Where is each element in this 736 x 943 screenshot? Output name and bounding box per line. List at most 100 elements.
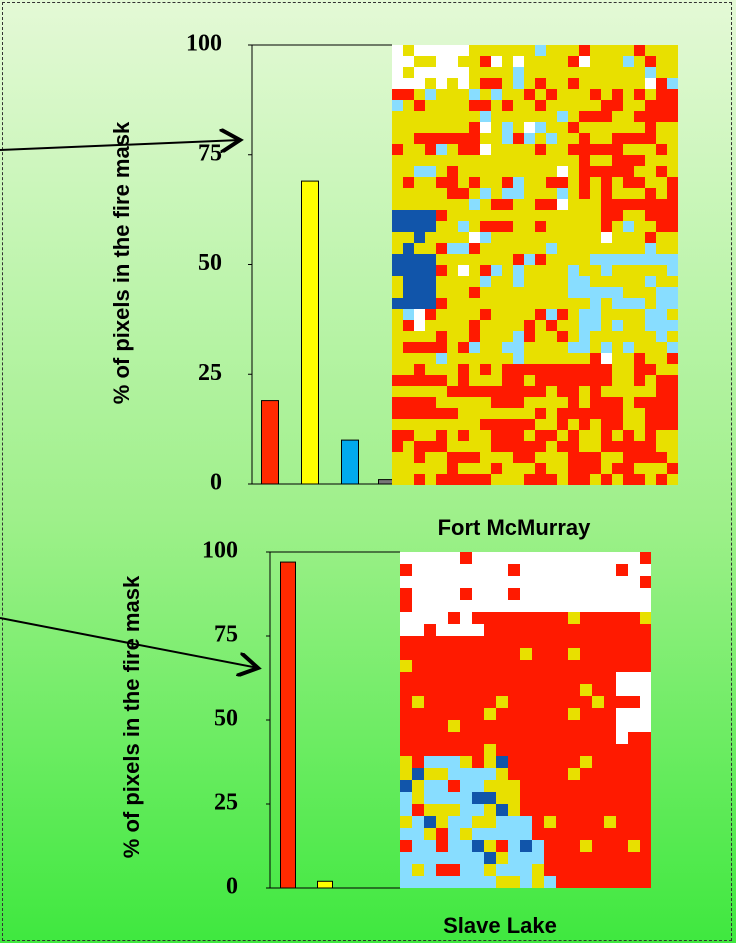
map-cell (616, 612, 628, 624)
map-cell (604, 600, 616, 612)
map-cell (491, 463, 502, 474)
map-cell (502, 133, 513, 144)
map-cell (412, 816, 424, 828)
map-cell (480, 386, 491, 397)
map-cell (469, 320, 480, 331)
map-cell (601, 111, 612, 122)
map-cell (667, 408, 678, 419)
map-cell (628, 564, 640, 576)
map-cell (520, 684, 532, 696)
chart-title: Fort McMurray (438, 515, 592, 540)
map-cell (604, 744, 616, 756)
map-cell (484, 720, 496, 732)
map-cell (436, 331, 447, 342)
map-cell (424, 828, 436, 840)
map-cell (544, 684, 556, 696)
map-cell (496, 552, 508, 564)
map-cell (601, 419, 612, 430)
map-cell (568, 684, 580, 696)
map-cell (448, 636, 460, 648)
map-cell (556, 756, 568, 768)
map-cell (520, 768, 532, 780)
map-cell (592, 768, 604, 780)
map-cell (628, 864, 640, 876)
map-cell (580, 756, 592, 768)
map-cell (604, 696, 616, 708)
map-cell (436, 45, 447, 56)
map-cell (392, 441, 403, 452)
map-cell (667, 254, 678, 265)
map-cell (532, 816, 544, 828)
map-cell (412, 564, 424, 576)
map-cell (612, 89, 623, 100)
map-cell (412, 804, 424, 816)
map-cell (592, 612, 604, 624)
map-cell (496, 564, 508, 576)
map-cell (436, 816, 448, 828)
map-cell (532, 660, 544, 672)
map-cell (667, 221, 678, 232)
map-cell (424, 564, 436, 576)
map-cell (400, 780, 412, 792)
map-cell (448, 816, 460, 828)
map-cell (580, 684, 592, 696)
map-cell (535, 144, 546, 155)
map-cell (448, 708, 460, 720)
map-cell (392, 254, 403, 265)
map-cell (491, 386, 502, 397)
map-cell (616, 636, 628, 648)
map-cell (484, 624, 496, 636)
map-cell (532, 828, 544, 840)
map-cell (640, 588, 651, 600)
map-cell (568, 600, 580, 612)
map-cell (628, 600, 640, 612)
map-cell (532, 672, 544, 684)
map-cell (508, 804, 520, 816)
map-cell (590, 111, 601, 122)
map-cell (480, 78, 491, 89)
map-cell (513, 441, 524, 452)
map-cell (520, 600, 532, 612)
map-cell (667, 342, 678, 353)
map-cell (400, 828, 412, 840)
map-cell (628, 708, 640, 720)
map-cell (425, 89, 436, 100)
map-cell (496, 648, 508, 660)
map-cell (520, 864, 532, 876)
map-cell (472, 828, 484, 840)
map-cell (590, 353, 601, 364)
map-cell (667, 419, 678, 430)
map-cell (496, 852, 508, 864)
map-cell (579, 45, 590, 56)
map-cell (458, 375, 469, 386)
map-cell (645, 122, 656, 133)
map-cell (546, 320, 557, 331)
map-cell (436, 624, 448, 636)
map-cell (645, 452, 656, 463)
map-cell (544, 852, 556, 864)
map-cell (400, 672, 412, 684)
map-cell (601, 166, 612, 177)
map-cell (460, 660, 472, 672)
map-cell (403, 276, 414, 287)
map-cell (634, 89, 645, 100)
map-cell (640, 780, 651, 792)
map-cell (480, 419, 491, 430)
map-cell (535, 408, 546, 419)
map-cell (458, 342, 469, 353)
map-cell (667, 78, 678, 89)
map-cell (460, 684, 472, 696)
map-cell (496, 780, 508, 792)
map-cell (513, 254, 524, 265)
map-cell (634, 45, 645, 56)
map-cell (645, 430, 656, 441)
map-cell (645, 188, 656, 199)
map-cell (484, 828, 496, 840)
map-cell (667, 89, 678, 100)
map-cell (414, 221, 425, 232)
map-cell (480, 364, 491, 375)
map-cell (458, 188, 469, 199)
map-cell (556, 564, 568, 576)
map-cell (414, 166, 425, 177)
map-cell (546, 375, 557, 386)
